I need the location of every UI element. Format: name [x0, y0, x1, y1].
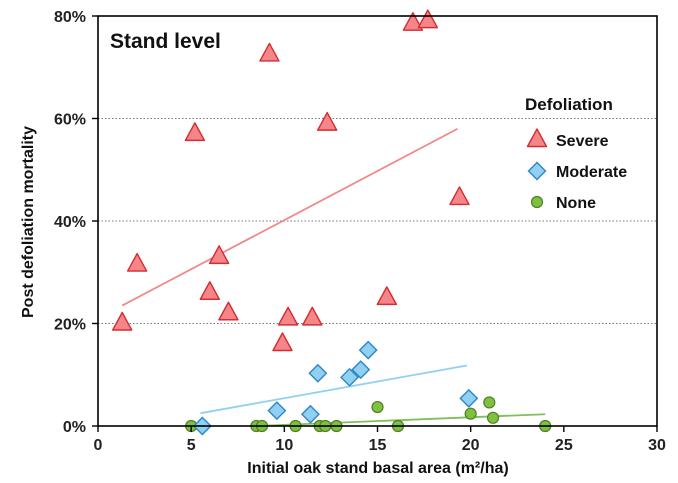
legend: Defoliation Severe Moderate None: [525, 95, 627, 212]
legend-title: Defoliation: [525, 95, 613, 114]
moderate-point: [459, 388, 479, 408]
moderate-trend-line: [200, 364, 468, 415]
legend-marker-moderate: [527, 161, 547, 181]
x-tick-label: 30: [648, 437, 666, 454]
x-tick-label: 10: [275, 437, 293, 454]
none-point: [483, 396, 496, 409]
severe-point: [199, 281, 221, 300]
y-tick-label: 80%: [54, 9, 86, 26]
severe-point: [112, 311, 133, 331]
moderate-point: [300, 404, 320, 424]
severe-point: [376, 286, 398, 306]
x-axis-title: Initial oak stand basal area (m²/ha): [247, 460, 508, 477]
moderate-point: [358, 340, 378, 360]
axis-ticks: 0% 20% 40% 60% 80% 0 5 10 15 20 25 30: [54, 9, 666, 454]
none-point: [486, 411, 500, 424]
x-tick-label: 15: [369, 437, 387, 454]
x-tick-label: 0: [94, 437, 103, 454]
data-points: [112, 9, 552, 436]
severe-point: [272, 332, 293, 352]
legend-label-severe: Severe: [556, 133, 609, 150]
y-tick-label: 20%: [54, 317, 86, 334]
y-tick-label: 40%: [54, 214, 86, 231]
panel-label: Stand level: [110, 30, 221, 53]
severe-point: [302, 306, 323, 326]
trend-lines: [121, 127, 546, 427]
y-tick-label: 0%: [63, 419, 86, 436]
severe-point: [449, 186, 470, 206]
none-point: [371, 400, 384, 414]
severe-point: [184, 122, 206, 142]
legend-marker-none: [530, 195, 544, 209]
moderate-point: [308, 363, 328, 383]
severe-point: [208, 245, 230, 265]
x-tick-label: 20: [462, 437, 480, 454]
severe-point: [402, 11, 424, 31]
severe-point: [277, 306, 299, 326]
moderate-point: [267, 401, 287, 421]
moderate-point: [351, 360, 371, 380]
none-point: [464, 407, 477, 420]
severe-point: [417, 9, 439, 29]
x-tick-label: 5: [187, 437, 196, 454]
severe-trend-line: [121, 127, 459, 307]
y-axis-title: Post defoliation mortality: [20, 126, 37, 318]
severe-point: [126, 252, 148, 272]
legend-label-none: None: [556, 195, 596, 212]
severe-point: [316, 111, 338, 131]
severe-point: [218, 301, 239, 321]
severe-point: [259, 42, 280, 62]
x-tick-label: 25: [555, 437, 573, 454]
gridlines: [98, 118, 657, 324]
legend-label-moderate: Moderate: [556, 164, 627, 181]
moderate-point: [340, 367, 360, 387]
legend-marker-severe: [526, 128, 548, 148]
plot-frame: [97, 15, 658, 427]
y-tick-label: 60%: [54, 112, 86, 129]
